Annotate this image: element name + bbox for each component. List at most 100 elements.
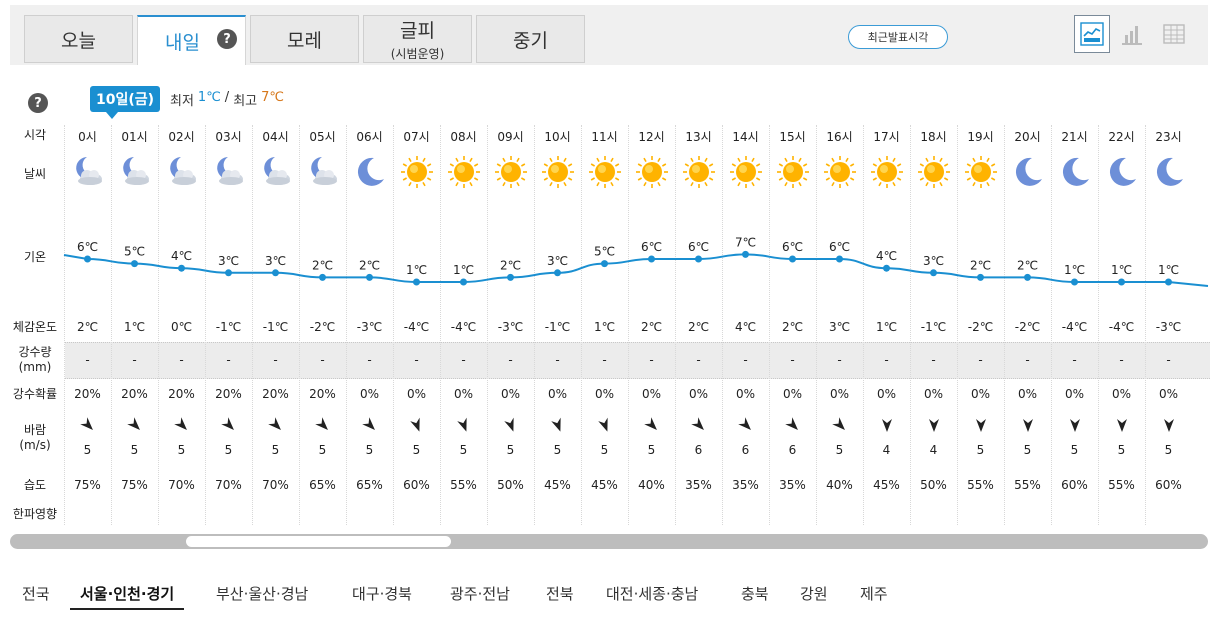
column-divider: [1145, 125, 1146, 525]
column-divider: [64, 125, 65, 525]
hour-time: 08시: [450, 130, 477, 144]
latest-release-button[interactable]: 최근발표시각: [848, 25, 948, 49]
hour-precipitation: -: [273, 353, 278, 367]
hour-feels-like: 2℃: [640, 320, 663, 334]
hour-column: 12시 2℃ - 0% 5 40%: [628, 125, 675, 525]
min-max-separator: /: [224, 90, 230, 105]
hour-feels-like: 3℃: [828, 320, 851, 334]
wind-direction-icon: [722, 417, 769, 436]
hour-humidity: 70%: [215, 478, 242, 492]
region-tab[interactable]: 대구·경북: [352, 585, 412, 603]
hour-precip-probability: 0%: [1017, 387, 1038, 401]
sunny-icon: [487, 155, 534, 192]
hour-column: 13시 2℃ - 0% 6 35%: [675, 125, 722, 525]
hour-feels-like: 1℃: [123, 320, 146, 334]
horizontal-scrollbar[interactable]: [10, 534, 1208, 549]
hour-time: 13시: [685, 130, 712, 144]
hour-precip-probability: 20%: [215, 387, 242, 401]
hour-column: 18시 -1℃ - 0% 4 50%: [910, 125, 957, 525]
hour-precipitation: -: [508, 353, 513, 367]
region-tab[interactable]: 전국: [22, 585, 50, 603]
bar-view-button[interactable]: [1114, 15, 1150, 53]
precipitation-band: [65, 342, 1210, 379]
sunny-icon: [863, 155, 910, 192]
sunny-icon: [534, 155, 581, 192]
hour-feels-like: 1℃: [875, 320, 898, 334]
table-view-button[interactable]: [1156, 15, 1192, 53]
hour-precip-probability: 20%: [74, 387, 101, 401]
region-tab[interactable]: 전북: [546, 585, 574, 603]
scrollbar-thumb[interactable]: [186, 536, 451, 547]
hour-humidity: 55%: [967, 478, 994, 492]
max-value: 7℃: [261, 90, 284, 105]
line-chart-icon: [1080, 22, 1104, 46]
wind-direction-icon: [393, 417, 440, 436]
hour-humidity: 50%: [497, 478, 524, 492]
hour-precip-probability: 0%: [688, 387, 709, 401]
column-divider: [346, 125, 347, 525]
column-divider: [205, 125, 206, 525]
hour-column: 03시 -1℃ - 20% 5 70%: [205, 125, 252, 525]
hour-precip-probability: 20%: [121, 387, 148, 401]
hour-time: 16시: [826, 130, 853, 144]
hour-precipitation: -: [931, 353, 936, 367]
region-tab[interactable]: 대전·세종·충남: [606, 585, 699, 603]
column-divider: [393, 125, 394, 525]
hour-humidity: 35%: [685, 478, 712, 492]
hour-precip-probability: 0%: [406, 387, 427, 401]
wind-direction-icon: [957, 417, 1004, 436]
hour-wind-speed: 5: [177, 443, 186, 457]
partly-cloudy-night-icon: [111, 155, 158, 192]
tab-midterm-label: 중기: [513, 29, 548, 52]
hour-precipitation: -: [649, 353, 654, 367]
column-divider: [1004, 125, 1005, 525]
hour-time: 02시: [168, 130, 195, 144]
hour-feels-like: -4℃: [403, 320, 430, 334]
hour-precip-probability: 0%: [453, 387, 474, 401]
hour-humidity: 60%: [403, 478, 430, 492]
info-help-icon[interactable]: ?: [28, 93, 48, 113]
graph-view-button[interactable]: [1074, 15, 1110, 53]
hour-wind-speed: 5: [224, 443, 233, 457]
column-divider: [628, 125, 629, 525]
partly-cloudy-night-icon: [158, 155, 205, 192]
help-icon[interactable]: ?: [217, 29, 237, 49]
region-tab[interactable]: 서울·인천·경기: [70, 580, 185, 610]
hour-humidity: 50%: [920, 478, 947, 492]
hour-humidity: 40%: [638, 478, 665, 492]
hour-wind-speed: 5: [1117, 443, 1126, 457]
hour-time: 05시: [309, 130, 336, 144]
max-label: 최고: [233, 94, 258, 109]
region-tab[interactable]: 부산·울산·경남: [216, 585, 309, 603]
hour-wind-speed: 6: [741, 443, 750, 457]
tab-day-after[interactable]: 모레: [250, 15, 359, 63]
wind-direction-icon: [346, 417, 393, 436]
hour-column: 11시 1℃ - 0% 5 45%: [581, 125, 628, 525]
region-tab[interactable]: 제주: [860, 585, 888, 603]
column-divider: [581, 125, 582, 525]
region-tab[interactable]: 광주·전남: [450, 585, 510, 603]
tab-tomorrow[interactable]: 내일 ?: [137, 15, 246, 65]
hour-time: 11시: [591, 130, 618, 144]
hour-feels-like: -1℃: [262, 320, 289, 334]
hour-feels-like: -2℃: [967, 320, 994, 334]
tab-three-days[interactable]: 글피 (시범운영): [363, 15, 472, 63]
tab-midterm[interactable]: 중기: [476, 15, 585, 63]
hour-time: 04시: [262, 130, 289, 144]
sunny-icon: [722, 155, 769, 192]
hour-precip-probability: 20%: [309, 387, 336, 401]
hour-time: 22시: [1108, 130, 1135, 144]
region-tab[interactable]: 충북: [741, 585, 769, 603]
tab-today[interactable]: 오늘: [24, 15, 133, 63]
column-divider: [769, 125, 770, 525]
hour-feels-like: -1℃: [920, 320, 947, 334]
hour-precipitation: -: [179, 353, 184, 367]
wind-direction-icon: [910, 417, 957, 436]
hour-column: 10시 -1℃ - 0% 5 45%: [534, 125, 581, 525]
region-tab[interactable]: 강원: [800, 585, 828, 603]
hour-feels-like: -2℃: [309, 320, 336, 334]
row-label-wind-line1: 바람: [23, 423, 47, 437]
hour-precip-probability: 0%: [1158, 387, 1179, 401]
wind-direction-icon: [111, 417, 158, 436]
wind-direction-icon: [64, 417, 111, 436]
